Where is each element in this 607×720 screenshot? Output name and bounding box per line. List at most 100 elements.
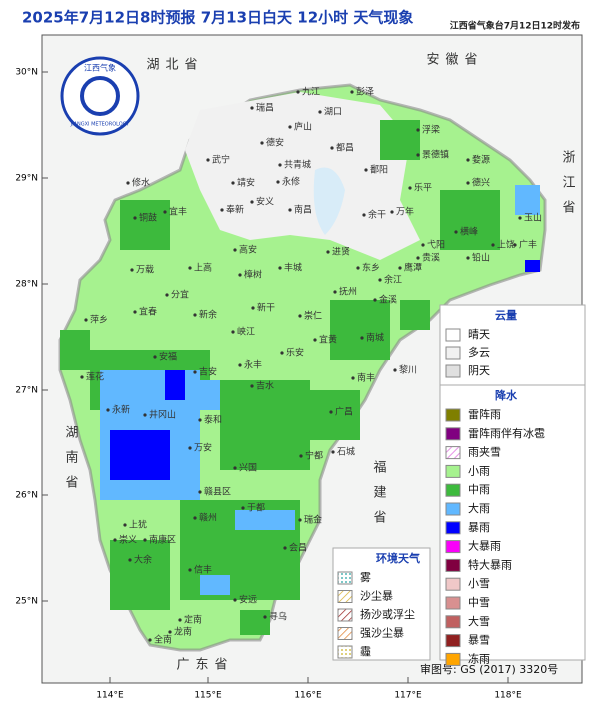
city-label: 余江	[384, 274, 402, 286]
city-label: 湖口	[324, 107, 342, 118]
city-label: 南城	[366, 332, 384, 344]
city-label: 鹰潭	[404, 262, 422, 274]
legend-label: 大雨	[468, 501, 490, 515]
city-dot	[299, 454, 303, 458]
city-dot	[231, 181, 235, 185]
legend-swatch	[445, 577, 461, 591]
city-label: 永丰	[244, 359, 262, 371]
city-dot	[153, 355, 157, 359]
city-dot	[123, 523, 127, 527]
city-dot	[193, 516, 197, 520]
city-label: 赣县区	[204, 486, 231, 498]
logo: 江西气象 JIANGXI METEOROLOGY	[60, 56, 140, 136]
city-label: 金溪	[379, 294, 397, 306]
city-label: 万载	[136, 264, 154, 276]
province-label: 浙江省	[560, 150, 576, 225]
city-dot	[263, 615, 267, 619]
city-dot	[165, 293, 169, 297]
city-label: 婺源	[472, 155, 490, 166]
city-dot	[330, 146, 334, 150]
city-label: 万安	[194, 442, 212, 454]
city-dot	[198, 418, 202, 422]
city-label: 景德镇	[422, 149, 449, 161]
city-dot	[326, 250, 330, 254]
legend-swatch	[445, 615, 461, 629]
city-label: 靖安	[237, 177, 255, 189]
legend-swatch	[445, 346, 461, 360]
city-dot	[233, 466, 237, 470]
legend-label: 中雪	[468, 596, 490, 609]
city-dot	[188, 266, 192, 270]
legend-label: 大暴雨	[468, 539, 501, 553]
legend-swatch	[445, 652, 461, 666]
city-dot	[241, 506, 245, 510]
city-dot	[178, 618, 182, 622]
legend-swatch	[445, 408, 461, 422]
rainstorm-areas	[110, 260, 540, 480]
city-dot	[233, 248, 237, 252]
city-label: 崇仁	[304, 310, 322, 322]
city-dot	[421, 243, 425, 247]
issuer: 江西省气象台7月12日12时发布	[450, 20, 580, 32]
city-label: 浮梁	[422, 124, 440, 136]
city-label: 樟树	[244, 269, 262, 281]
city-dot	[398, 266, 402, 270]
city-dot	[84, 318, 88, 322]
legend-label: 大雪	[468, 614, 490, 628]
city-dot	[364, 168, 368, 172]
legend-label: 多云	[468, 345, 490, 359]
env-legend	[332, 547, 431, 661]
legend-title: 降水	[495, 388, 518, 402]
lat-label: 26°N	[15, 491, 38, 501]
city-label: 定南	[184, 614, 202, 626]
city-label: 分宜	[171, 289, 189, 301]
city-label: 大余	[134, 554, 152, 566]
city-label: 寻乌	[269, 611, 287, 623]
poyang-lake	[313, 167, 345, 235]
legend-label: 阴天	[468, 364, 490, 377]
city-label: 于都	[247, 503, 265, 514]
lon-label: 115°E	[194, 691, 222, 701]
city-dot	[233, 598, 237, 602]
city-dot	[318, 110, 322, 114]
legend-swatch	[337, 608, 353, 622]
city-label: 黎川	[399, 364, 417, 376]
province-label: 湖北省	[146, 58, 203, 73]
city-dot	[313, 338, 317, 342]
city-label: 峡江	[237, 326, 255, 338]
legend-swatch	[337, 590, 353, 603]
legend-label: 晴天	[468, 328, 490, 341]
city-label: 井冈山	[149, 409, 176, 421]
city-label: 崇义	[119, 535, 137, 546]
logo-name: 江西气象	[84, 63, 116, 73]
legend-label: 小雪	[468, 577, 490, 590]
city-label: 玉山	[524, 213, 542, 224]
city-dot	[288, 125, 292, 129]
city-dot	[373, 298, 377, 302]
lon-label: 117°E	[394, 691, 422, 701]
moderate-rain-areas	[60, 120, 500, 635]
city-label: 石城	[337, 447, 355, 458]
city-dot	[143, 538, 147, 542]
legend-swatch	[337, 645, 353, 659]
city-label: 都昌	[336, 143, 354, 154]
city-dot	[331, 450, 335, 454]
city-label: 永修	[282, 176, 300, 188]
city-label: 安义	[256, 196, 274, 208]
city-label: 吉安	[199, 366, 217, 378]
city-dot	[416, 153, 420, 157]
legend-swatch	[445, 596, 461, 610]
city-dot	[298, 518, 302, 522]
city-label: 泰和	[204, 414, 222, 426]
city-dot	[126, 181, 130, 185]
city-dot	[206, 158, 210, 162]
city-dot	[466, 181, 470, 185]
city-dot	[220, 208, 224, 212]
city-dot	[133, 216, 137, 220]
legend-label: 强沙尘暴	[360, 627, 404, 640]
legend-swatch	[445, 328, 461, 342]
city-label: 永新	[112, 404, 130, 416]
province-label: 广东省	[176, 658, 233, 673]
city-label: 高安	[239, 244, 257, 256]
